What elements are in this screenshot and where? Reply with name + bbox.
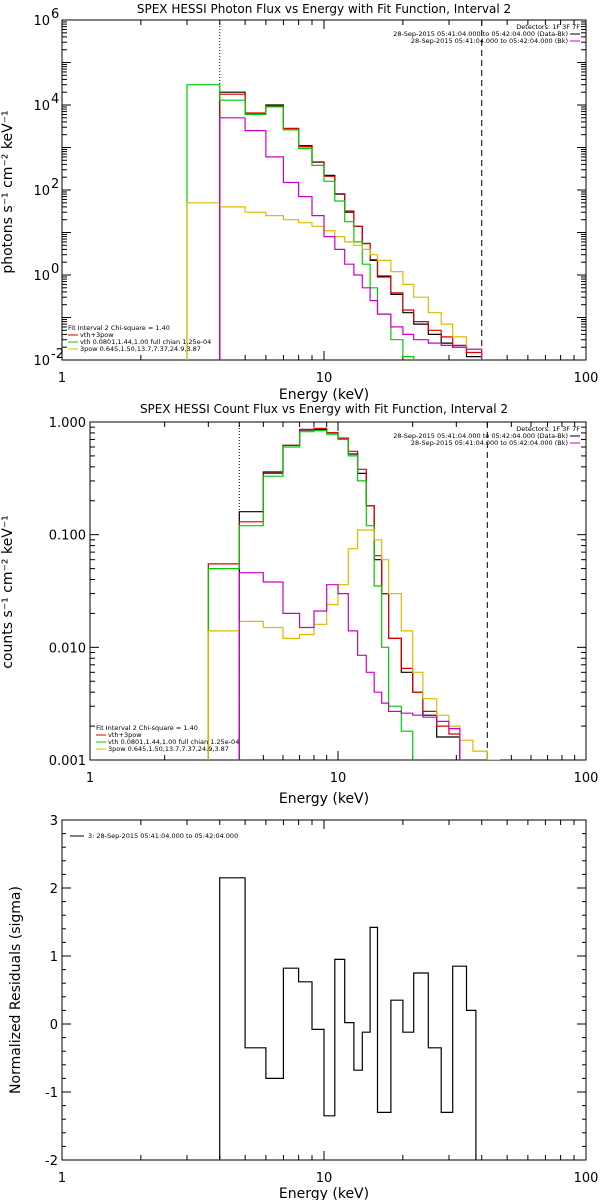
legend-text: Detectors: 1F 3F 7F [516,425,580,433]
count-y-axis-label: counts s⁻¹ cm⁻² keV⁻¹ [0,515,16,669]
y-tick-label: 1 [50,950,58,965]
plot-frame [61,19,587,361]
series-line-bk [238,572,461,760]
photon-x-axis-label: Energy (keV) [279,387,369,403]
photon-flux-panel: SPEX HESSI Photon Flux vs Energy with Fi… [0,2,598,403]
legend-text: vth+3pow [108,731,142,739]
y-tick-label: 10 [33,354,50,369]
x-tick-label: 100 [574,1171,599,1186]
y-tick-label: 0 [50,1018,58,1033]
x-tick-label: 1 [58,371,66,386]
y-tick-label: -2 [45,1154,58,1169]
y-tick-exponent: -2 [51,347,64,362]
legend-text: vth+3pow [80,331,114,339]
legend-text: 28-Sep-2015 05:41:04.000 to 05:42:04.000… [411,439,568,447]
series-line-residuals [219,877,477,1160]
count-x-axis-label: Energy (keV) [279,791,369,807]
series-group [207,427,500,760]
y-tick-exponent: 6 [51,7,59,22]
x-tick-label: 10 [316,1171,333,1186]
y-tick-exponent: 0 [51,262,59,277]
y-tick-label: 0.001 [49,754,86,769]
legend-text: 3: 28-Sep-2015 05:41:04.000 to 05:42:04.… [88,832,238,840]
x-tick-label: 1 [86,771,94,786]
legend-text: 28-Sep-2015 05:41:04.000 to 05:42:04.000… [411,37,568,45]
photon-y-axis-label: photons s⁻¹ cm⁻² keV⁻¹ [0,110,16,273]
legend-text: Fit Interval 2 Chi-square = 1.40 [96,724,198,732]
y-tick-label: 0.010 [49,641,86,656]
series-line-data-bk [219,91,483,360]
series-line-vth-3pow [219,93,483,360]
y-tick-label: 10 [33,99,50,114]
x-tick-label: 100 [574,371,599,386]
series-line-vth-3pow [207,427,461,760]
series-group [219,877,477,1160]
y-tick-label: 10 [33,14,50,29]
photon-chart-title: SPEX HESSI Photon Flux vs Energy with Fi… [137,2,511,16]
x-tick-label: 10 [316,371,333,386]
residuals-x-axis-label: Energy (keV) [279,1186,369,1200]
count-chart-title: SPEX HESSI Count Flux vs Energy with Fit… [140,402,508,416]
y-tick-label: 10 [33,184,50,199]
residuals-y-axis-label: Normalized Residuals (sigma) [8,886,24,1094]
y-tick-exponent: 4 [51,92,59,107]
y-tick-label: -1 [45,1086,58,1101]
y-tick-exponent: 2 [51,177,59,192]
legend-text: 3pow 0.645,1.50,13.7,7.37,24.9,3.87 [108,745,229,753]
y-tick-label: 3 [50,814,58,829]
y-tick-label: 10 [33,269,50,284]
x-tick-label: 100 [574,771,599,786]
series-line-3pow [186,202,483,360]
legend-text: 28-Sep-2015 05:41:04.000 to 05:42:04.000… [393,30,568,38]
legend-text: Detectors: 1F 3F 7F [516,23,580,31]
series-line-bk [219,117,483,360]
y-tick-label: 2 [50,882,58,897]
legend-text: 28-Sep-2015 05:41:04.000 to 05:42:04.000… [393,432,568,440]
series-line-data-bk [238,428,461,760]
residuals-panel: Energy (keV) Normalized Residuals (sigma… [8,814,598,1200]
legend-text: 3pow 0.645,1.50,13.7,7.37,24.9,3.87 [80,345,201,353]
series-line-3pow [207,529,500,760]
y-tick-label: 1.000 [49,416,86,431]
series-group [186,84,483,360]
legend-text: vth 0.0801,1.44,1.00 full chian 1.25e-04 [108,738,239,746]
x-tick-label: 1 [58,1171,66,1186]
legend-text: vth 0.0801,1.44,1.00 full chian 1.25e-04 [80,338,211,346]
x-tick-label: 10 [330,771,347,786]
y-tick-label: 0.100 [49,529,86,544]
count-flux-panel: SPEX HESSI Count Flux vs Energy with Fit… [0,402,598,807]
series-line-vth [207,429,414,760]
legend-text: Fit Interval 2 Chi-square = 1.40 [68,324,170,332]
